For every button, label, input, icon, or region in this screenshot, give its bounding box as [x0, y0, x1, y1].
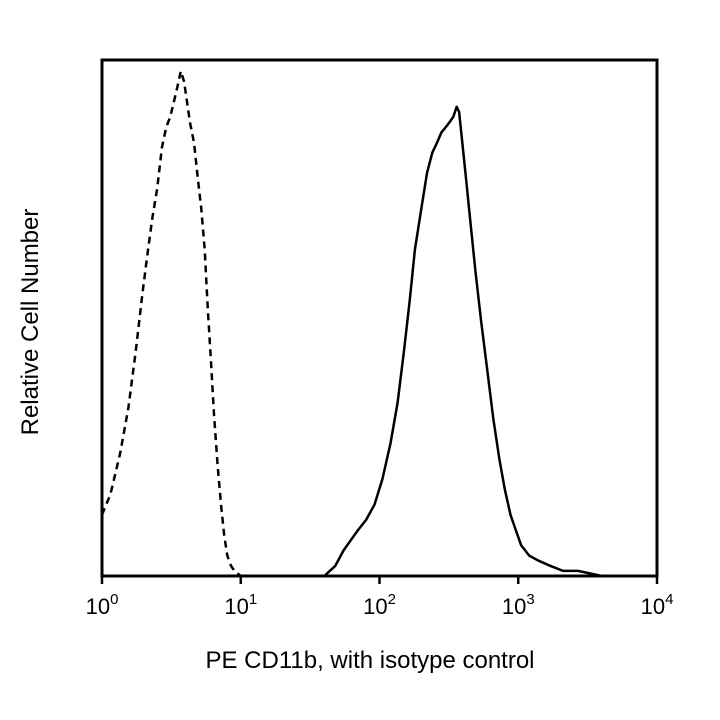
series-lines [100, 69, 657, 578]
x-tick-label: 103 [502, 591, 535, 619]
series-line-solid [323, 105, 657, 578]
x-tick-label: 101 [224, 591, 257, 619]
y-axis-label: Relative Cell Number [17, 209, 44, 436]
x-tick-label: 104 [641, 591, 674, 619]
x-axis-label: PE CD11b, with isotype control [205, 647, 534, 674]
x-tick-label: 100 [86, 591, 119, 619]
x-ticks: 100 101 102 103 104 [86, 576, 674, 619]
plot-frame [100, 58, 659, 578]
series-line-dashed [100, 69, 242, 577]
x-tick-label: 102 [363, 591, 396, 619]
